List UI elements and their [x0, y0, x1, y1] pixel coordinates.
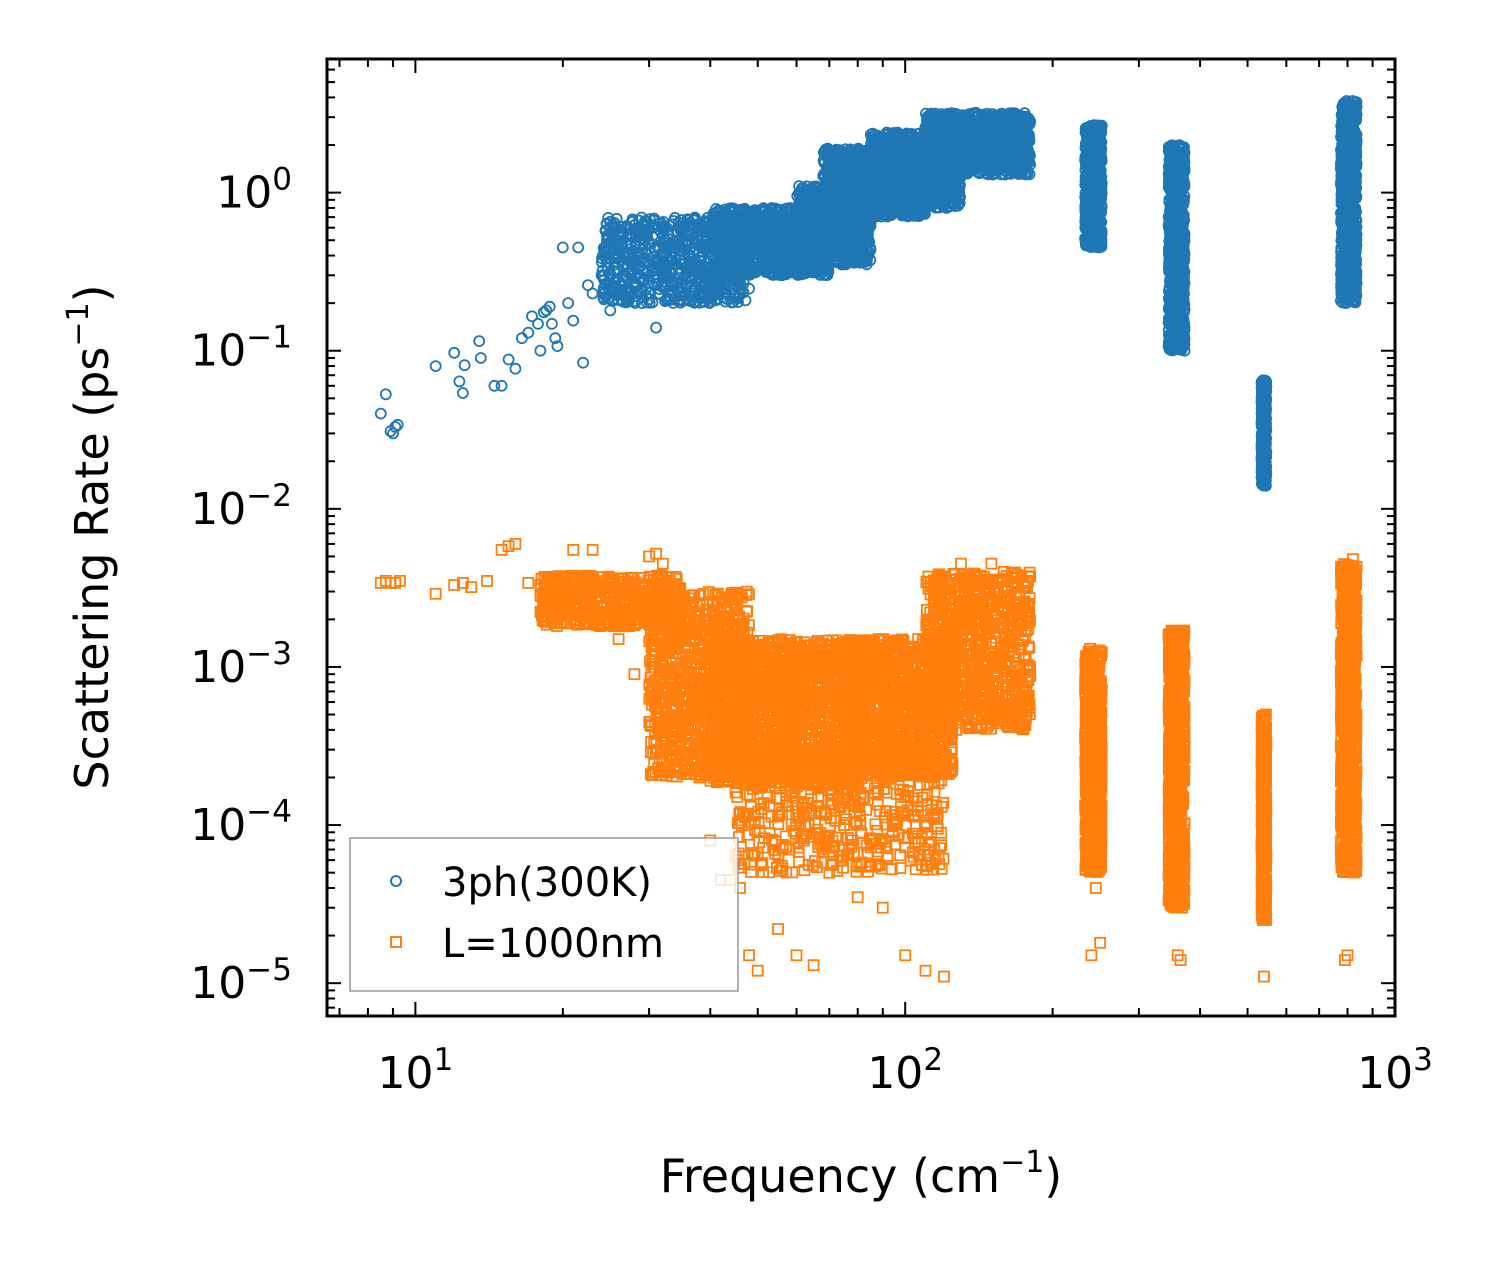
- series-layer: [374, 95, 1363, 983]
- phonon-3ph-point: [640, 283, 652, 295]
- phonon-3ph-point: [629, 240, 642, 253]
